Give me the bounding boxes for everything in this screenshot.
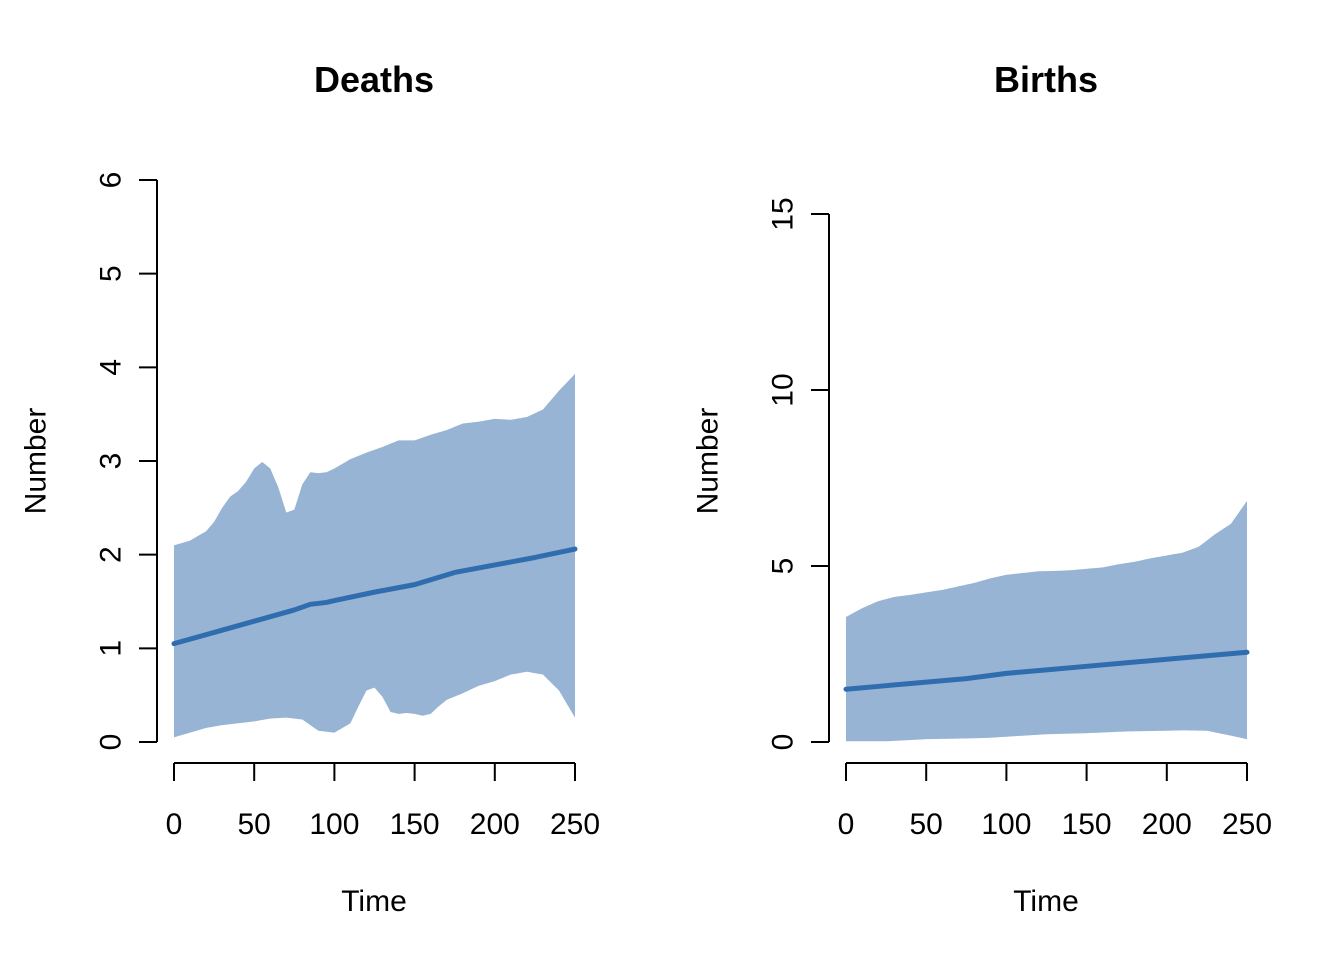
y-tick-label: 0 xyxy=(95,734,128,751)
y-tick-label: 2 xyxy=(95,546,128,563)
x-axis-label: Time xyxy=(1013,885,1079,918)
y-axis-label: Number xyxy=(20,408,53,515)
chart-title: Births xyxy=(994,59,1098,100)
y-tick-label: 6 xyxy=(95,172,128,189)
x-tick-label: 250 xyxy=(550,808,600,841)
y-tick-label: 4 xyxy=(95,359,128,376)
x-tick-label: 0 xyxy=(838,808,855,841)
x-tick-label: 100 xyxy=(981,808,1031,841)
median-line xyxy=(843,649,1250,692)
median-line xyxy=(171,546,578,647)
x-tick-label: 250 xyxy=(1222,808,1272,841)
credible-band xyxy=(846,500,1247,742)
y-tick-label: 1 xyxy=(95,640,128,657)
x-tick-label: 50 xyxy=(910,808,943,841)
y-tick-label: 3 xyxy=(95,453,128,470)
y-tick-label: 10 xyxy=(767,373,800,406)
y-axis-label: Number xyxy=(692,408,725,515)
y-tick-label: 5 xyxy=(767,558,800,575)
x-axis-label: Time xyxy=(341,885,407,918)
y-tick-label: 5 xyxy=(95,265,128,282)
x-tick-label: 150 xyxy=(390,808,440,841)
chart-title: Deaths xyxy=(314,59,434,100)
x-tick-label: 150 xyxy=(1062,808,1112,841)
deaths-panel: 0 1 2 3 4 5 6 0 50 100 150 200 250 Deaths Time Number xyxy=(20,59,601,918)
x-tick-label: 100 xyxy=(309,808,359,841)
y-tick-label: 0 xyxy=(767,734,800,751)
y-tick-label: 15 xyxy=(767,197,800,230)
x-tick-label: 50 xyxy=(238,808,271,841)
credible-band xyxy=(174,373,575,738)
x-tick-label: 200 xyxy=(470,808,520,841)
x-tick-label: 0 xyxy=(166,808,183,841)
x-tick-label: 200 xyxy=(1142,808,1192,841)
